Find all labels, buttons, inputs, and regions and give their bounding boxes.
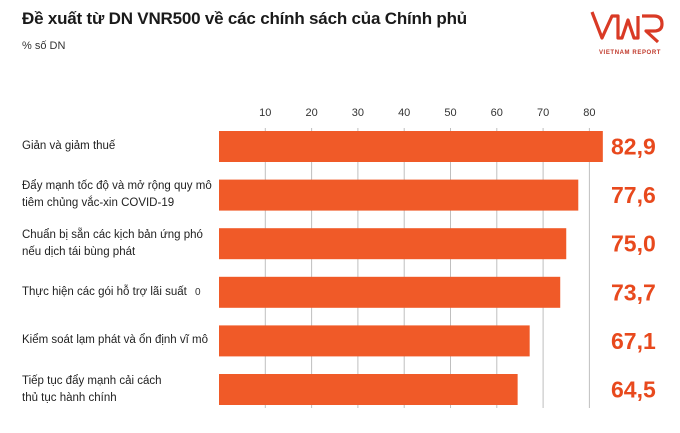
bar bbox=[219, 276, 561, 308]
stray-zero-label: 0 bbox=[195, 287, 201, 298]
bar bbox=[219, 131, 603, 162]
category-label-line: tiêm chủng vắc-xin COVID-19 bbox=[22, 197, 175, 210]
category-label: Kiểm soát lạm phát và ổn định vĩ mô bbox=[22, 332, 212, 349]
chart-title: Đề xuất từ DN VNR500 về các chính sách c… bbox=[22, 9, 467, 28]
x-tick-label: 80 bbox=[583, 107, 595, 119]
vnr-logo-icon bbox=[590, 11, 664, 44]
logo-tagline: VIETNAM REPORT bbox=[598, 50, 662, 56]
category-label-line: Đẩy mạnh tốc độ và mở rộng quy mô bbox=[22, 180, 212, 193]
category-label-line: Kiểm soát lạm phát và ổn định vĩ mô bbox=[22, 334, 209, 347]
x-tick-label: 40 bbox=[398, 107, 410, 119]
vnr-logo: VIETNAM REPORT bbox=[588, 8, 668, 64]
value-label: 67,1 bbox=[611, 328, 656, 354]
chart-subtitle: % số DN bbox=[22, 40, 66, 52]
category-label: Thực hiện các gói hỗ trợ lãi suất bbox=[22, 284, 212, 301]
bar bbox=[219, 228, 567, 260]
value-label: 75,0 bbox=[611, 231, 656, 257]
x-tick-label: 20 bbox=[305, 107, 317, 119]
x-tick-label: 60 bbox=[491, 107, 503, 119]
category-label: Chuẩn bị sẵn các kịch bản ứng phó nếu dịc… bbox=[22, 227, 212, 261]
bar bbox=[219, 374, 518, 405]
category-label: Đẩy mạnh tốc độ và mở rộng quy mô tiêm ch… bbox=[22, 178, 212, 212]
category-label-line: Thực hiện các gói hỗ trợ lãi suất bbox=[22, 285, 187, 298]
value-label: 73,7 bbox=[611, 279, 656, 305]
category-label-line: Tiếp tục đẩy mạnh cải cách bbox=[22, 374, 162, 387]
x-tick-label: 30 bbox=[352, 107, 364, 119]
value-label: 82,9 bbox=[611, 134, 656, 160]
value-label: 77,6 bbox=[611, 182, 656, 208]
bar bbox=[219, 325, 530, 357]
bar bbox=[219, 179, 579, 211]
category-label-line: Chuẩn bị sẵn các kịch bản ứng phó bbox=[22, 228, 203, 241]
x-tick-label: 70 bbox=[537, 107, 549, 119]
x-tick-label: 50 bbox=[444, 107, 456, 119]
category-label: Giản và giảm thuế bbox=[22, 138, 212, 155]
category-label-line: thủ tục hành chính bbox=[22, 391, 117, 404]
category-label-line: Giản và giảm thuế bbox=[22, 140, 116, 152]
category-label: Tiếp tục đẩy mạnh cải cách thủ tục hành c… bbox=[22, 373, 212, 407]
x-tick-label: 10 bbox=[259, 107, 271, 119]
category-label-line: nếu dịch tái bùng phát bbox=[22, 245, 136, 258]
value-label: 64,5 bbox=[611, 377, 656, 403]
